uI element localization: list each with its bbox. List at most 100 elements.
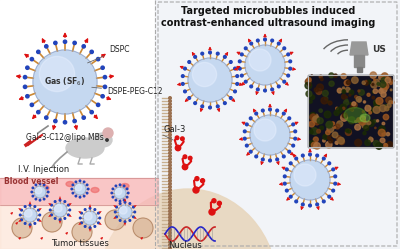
Circle shape (329, 73, 334, 78)
Circle shape (319, 75, 322, 78)
Circle shape (384, 105, 388, 108)
Circle shape (34, 206, 36, 207)
Circle shape (386, 97, 392, 103)
Circle shape (317, 129, 320, 133)
Circle shape (311, 75, 312, 76)
Circle shape (345, 99, 348, 102)
Circle shape (336, 107, 342, 113)
Circle shape (54, 204, 62, 212)
Circle shape (336, 143, 338, 144)
Circle shape (244, 130, 246, 133)
Circle shape (12, 218, 32, 238)
Circle shape (255, 112, 258, 115)
Circle shape (385, 107, 389, 111)
Circle shape (336, 107, 338, 110)
Circle shape (355, 121, 357, 123)
Circle shape (106, 139, 108, 141)
Circle shape (169, 136, 171, 139)
Circle shape (72, 222, 92, 242)
Circle shape (182, 83, 184, 85)
Circle shape (289, 60, 292, 63)
Circle shape (306, 91, 312, 97)
Circle shape (169, 139, 171, 142)
Ellipse shape (98, 189, 278, 249)
Circle shape (326, 121, 332, 127)
Circle shape (183, 155, 187, 159)
Circle shape (376, 143, 382, 149)
Circle shape (262, 158, 264, 161)
Circle shape (357, 118, 361, 122)
Circle shape (342, 107, 345, 110)
Circle shape (29, 204, 31, 206)
Circle shape (84, 226, 86, 227)
Ellipse shape (66, 182, 74, 187)
Circle shape (73, 120, 76, 123)
Circle shape (350, 103, 352, 105)
Circle shape (309, 204, 311, 207)
Circle shape (188, 97, 190, 99)
Circle shape (373, 140, 379, 146)
Circle shape (236, 75, 238, 77)
Circle shape (81, 212, 82, 214)
Circle shape (169, 225, 171, 228)
Circle shape (256, 88, 259, 91)
Circle shape (311, 114, 316, 120)
Circle shape (307, 78, 311, 82)
Circle shape (314, 120, 319, 125)
Circle shape (382, 132, 386, 136)
Ellipse shape (360, 114, 370, 122)
Circle shape (96, 58, 100, 61)
Circle shape (361, 116, 365, 120)
Circle shape (86, 192, 88, 194)
Circle shape (133, 216, 134, 218)
Circle shape (98, 212, 99, 214)
Circle shape (169, 97, 171, 99)
Circle shape (359, 118, 366, 125)
Circle shape (84, 209, 86, 210)
Circle shape (255, 155, 258, 158)
Circle shape (169, 176, 171, 179)
Circle shape (379, 75, 383, 80)
Circle shape (284, 175, 286, 178)
Circle shape (327, 126, 334, 132)
Circle shape (26, 95, 29, 98)
Circle shape (374, 79, 376, 81)
Circle shape (26, 66, 29, 69)
Circle shape (249, 117, 252, 120)
Circle shape (250, 115, 290, 155)
Circle shape (45, 45, 48, 48)
Circle shape (368, 107, 374, 113)
Circle shape (332, 122, 335, 125)
Circle shape (169, 235, 171, 237)
Circle shape (23, 75, 27, 79)
Circle shape (169, 213, 171, 216)
Circle shape (366, 105, 368, 107)
Circle shape (83, 181, 85, 183)
Circle shape (310, 95, 315, 99)
Text: Gas (SF$_6$): Gas (SF$_6$) (44, 76, 86, 88)
Circle shape (194, 102, 196, 105)
Circle shape (175, 136, 179, 140)
Circle shape (35, 184, 37, 186)
Circle shape (365, 140, 370, 146)
Circle shape (323, 139, 325, 142)
Circle shape (383, 86, 387, 90)
Circle shape (63, 121, 67, 124)
Circle shape (114, 211, 116, 213)
Circle shape (246, 123, 248, 126)
Circle shape (338, 137, 344, 144)
Circle shape (180, 137, 184, 140)
Circle shape (356, 97, 362, 102)
Circle shape (169, 247, 171, 249)
Circle shape (123, 185, 125, 187)
Circle shape (43, 198, 45, 200)
Circle shape (340, 104, 346, 110)
Circle shape (284, 182, 286, 185)
Circle shape (380, 105, 386, 112)
Circle shape (327, 136, 330, 139)
Circle shape (43, 184, 45, 186)
Circle shape (169, 186, 171, 188)
Circle shape (116, 216, 117, 218)
Circle shape (169, 201, 171, 203)
Circle shape (271, 88, 274, 91)
